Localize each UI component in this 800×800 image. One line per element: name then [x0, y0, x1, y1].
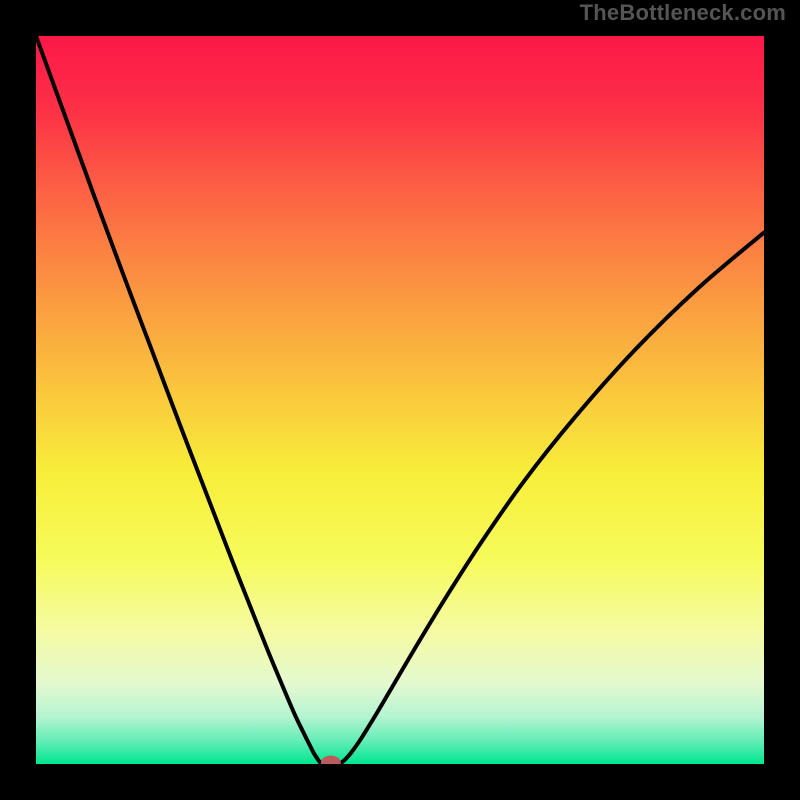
chart-stage: TheBottleneck.com [0, 0, 800, 800]
bottleneck-chart [0, 0, 800, 800]
watermark-text: TheBottleneck.com [580, 0, 786, 26]
plot-background-gradient [36, 36, 764, 764]
